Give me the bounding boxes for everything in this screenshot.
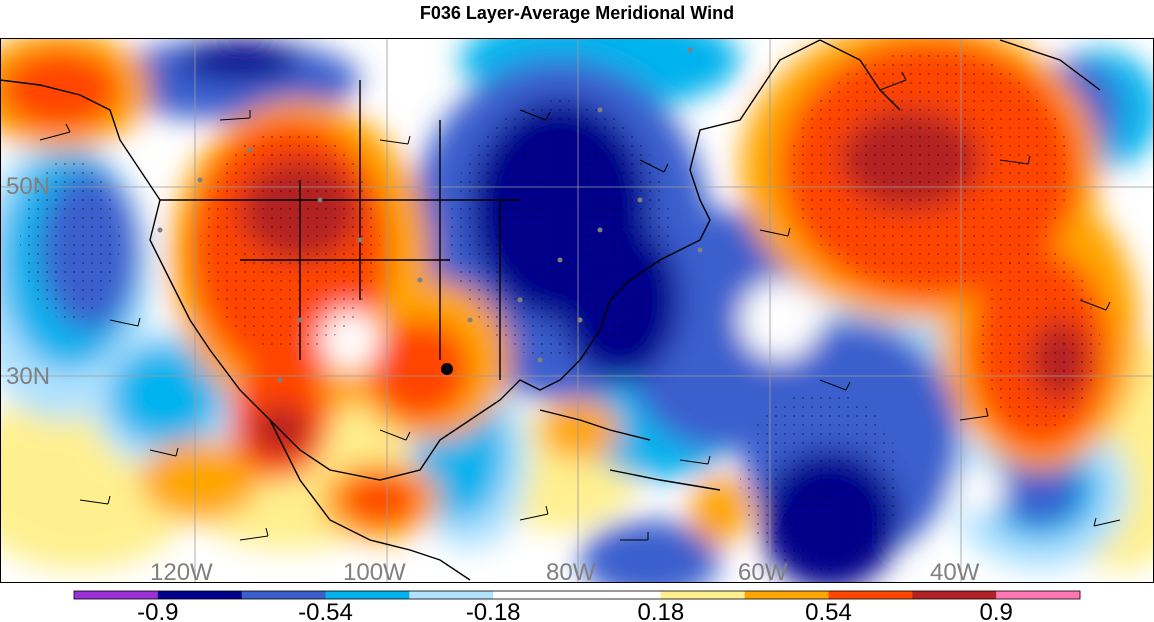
lat-label-50n: 50N [6,173,50,200]
lon-label-60w: 60W [738,559,788,586]
lon-label-100w: 100W [343,559,406,586]
colorbar-swatch [409,591,494,599]
colorbar: -0.9 -0.54 -0.18 0.18 0.54 0.9 [73,590,1081,622]
colorbar-swatch [241,591,326,599]
coastlines [0,39,1101,581]
lon-label-40w: 40W [930,559,980,586]
colorbar-swatch [912,591,997,599]
colorbar-tick-label: 0.9 [979,599,1012,622]
colorbar-swatch [325,591,410,599]
graticule [0,38,1154,583]
wind-barbs [39,71,1121,541]
lon-label-120w: 120W [150,559,213,586]
colorbar-tick-label: -0.9 [137,599,178,622]
highlight-station [441,363,453,375]
colorbar-swatch [744,591,829,599]
colorbar-swatch [74,591,159,599]
map-area: 50N 30N 120W 100W 80W 60W 40W [0,38,1154,586]
colorbar-tick-label: -0.18 [466,599,521,622]
colorbar-swatch [577,591,662,599]
colorbar-swatch [493,591,578,599]
colorbar-tick-label: -0.54 [298,599,353,622]
colorbar-tick-label: 0.18 [637,599,684,622]
lon-label-80w: 80W [546,559,596,586]
colorbar-tick-label: 0.54 [805,599,852,622]
chart-title: F036 Layer-Average Meridional Wind [419,3,735,23]
colorbar-swatch [157,591,243,599]
station-dots [157,47,703,383]
colorbar-swatch [660,591,746,599]
colorbar-swatch [996,591,1081,599]
colorbar-swatch [828,591,913,599]
colorbar-border [73,590,1081,600]
lat-label-30n: 30N [6,363,50,390]
